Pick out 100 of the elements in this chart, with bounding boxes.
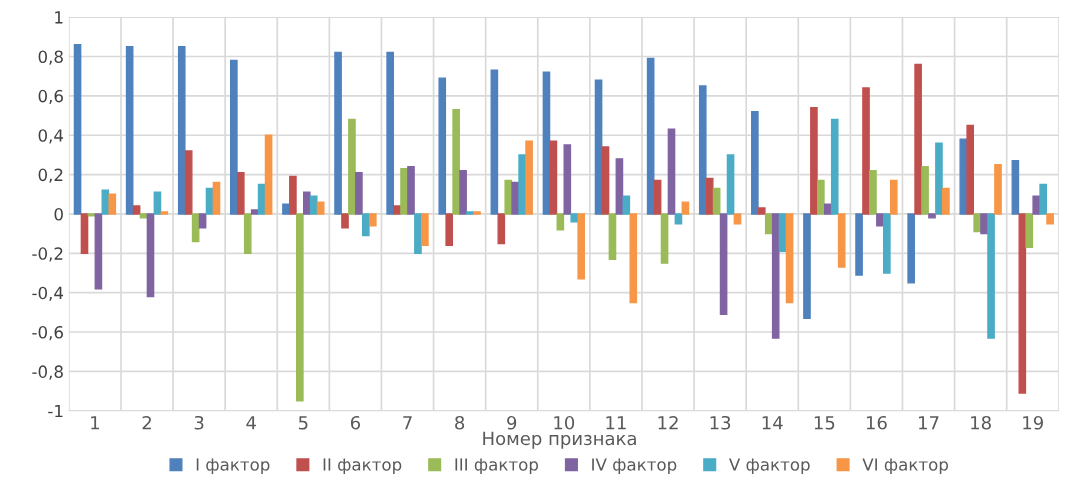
bar xyxy=(198,213,207,229)
bar xyxy=(212,181,221,215)
bar xyxy=(556,213,565,231)
x-tick-label: 14 xyxy=(762,416,783,430)
bar xyxy=(191,213,200,243)
y-tick-label: -0,2 xyxy=(32,247,63,262)
bar xyxy=(348,118,356,215)
y-tick-label: -0,6 xyxy=(32,325,63,341)
bar xyxy=(341,213,349,229)
legend-label: VI фактор xyxy=(862,458,948,474)
bar xyxy=(125,45,134,215)
x-tick-label: 6 xyxy=(350,415,361,430)
bar xyxy=(646,57,655,215)
bar xyxy=(914,63,922,215)
bar xyxy=(490,69,499,215)
bar xyxy=(108,193,117,215)
bar xyxy=(205,187,214,215)
bar xyxy=(855,213,863,276)
x-tick-label: 13 xyxy=(710,415,731,430)
bar xyxy=(1032,195,1041,215)
bar xyxy=(139,213,148,219)
bar xyxy=(236,171,245,215)
bar xyxy=(421,213,429,247)
x-tick-label: 8 xyxy=(455,415,465,430)
bar xyxy=(764,213,773,235)
x-tick-label: 9 xyxy=(507,415,517,430)
x-tick-label: 12 xyxy=(658,415,678,430)
bar xyxy=(289,175,297,215)
bar xyxy=(80,213,89,254)
bar xyxy=(667,128,676,215)
bar xyxy=(1025,213,1034,249)
bar xyxy=(296,213,304,402)
bar xyxy=(230,59,238,215)
bar xyxy=(994,164,1002,215)
x-tick-label: 5 xyxy=(298,416,308,430)
legend-label: V фактор xyxy=(729,458,810,474)
bar xyxy=(452,108,460,215)
x-tick-label: 16 xyxy=(866,415,887,430)
bar xyxy=(889,179,898,215)
x-tick-label: 17 xyxy=(919,416,939,430)
bar xyxy=(1011,160,1020,215)
bar xyxy=(132,205,141,215)
bar xyxy=(757,207,766,215)
bar xyxy=(438,77,447,215)
bar xyxy=(393,205,401,215)
legend-label: I фактор xyxy=(196,458,270,474)
bar xyxy=(497,213,506,245)
bar xyxy=(1018,213,1027,394)
bar xyxy=(823,203,832,215)
x-tick-label: 2 xyxy=(142,415,151,430)
bar xyxy=(302,191,311,215)
y-tick-label: -1 xyxy=(48,404,63,418)
y-tick-label: 0,6 xyxy=(38,89,63,105)
bar xyxy=(608,213,617,260)
bar xyxy=(250,209,259,215)
bar xyxy=(407,166,415,215)
bar xyxy=(368,213,377,227)
legend-label: II фактор xyxy=(323,458,402,474)
bar xyxy=(243,213,252,254)
bar xyxy=(549,140,558,215)
bar xyxy=(712,187,721,215)
bar xyxy=(362,213,370,237)
bar xyxy=(563,144,572,215)
x-tick-label: 4 xyxy=(246,416,256,430)
x-tick-label: 3 xyxy=(194,415,204,430)
bar xyxy=(594,79,603,215)
bar xyxy=(830,118,839,215)
bar xyxy=(629,213,638,304)
y-tick-label: -0,4 xyxy=(32,286,64,301)
bar xyxy=(459,169,467,215)
y-tick-label: 0,4 xyxy=(38,129,64,144)
bar xyxy=(153,191,162,215)
bar xyxy=(883,213,891,274)
y-tick-label: 0 xyxy=(54,207,63,221)
bar xyxy=(570,213,579,223)
bar xyxy=(817,179,825,215)
bar xyxy=(264,134,273,215)
bar xyxy=(386,51,394,215)
bar xyxy=(504,179,513,215)
bar xyxy=(1039,183,1047,215)
bar xyxy=(577,213,586,280)
bar xyxy=(1046,213,1054,225)
bar xyxy=(869,169,877,215)
bar xyxy=(862,87,870,215)
x-tick-label: 10 xyxy=(554,415,575,430)
x-tick-label: 1 xyxy=(91,416,99,430)
bar xyxy=(400,167,408,215)
legend-label: III фактор xyxy=(455,458,538,474)
bar xyxy=(73,43,82,215)
bar xyxy=(733,213,742,225)
legend-label: IV фактор xyxy=(592,458,677,474)
bar xyxy=(674,213,683,225)
x-tick-label: 7 xyxy=(403,416,412,430)
bar xyxy=(778,213,787,253)
bar xyxy=(334,51,342,215)
bar xyxy=(615,158,624,215)
bar xyxy=(653,179,662,215)
bar xyxy=(282,203,290,215)
bar xyxy=(810,106,818,215)
bar xyxy=(146,213,155,298)
